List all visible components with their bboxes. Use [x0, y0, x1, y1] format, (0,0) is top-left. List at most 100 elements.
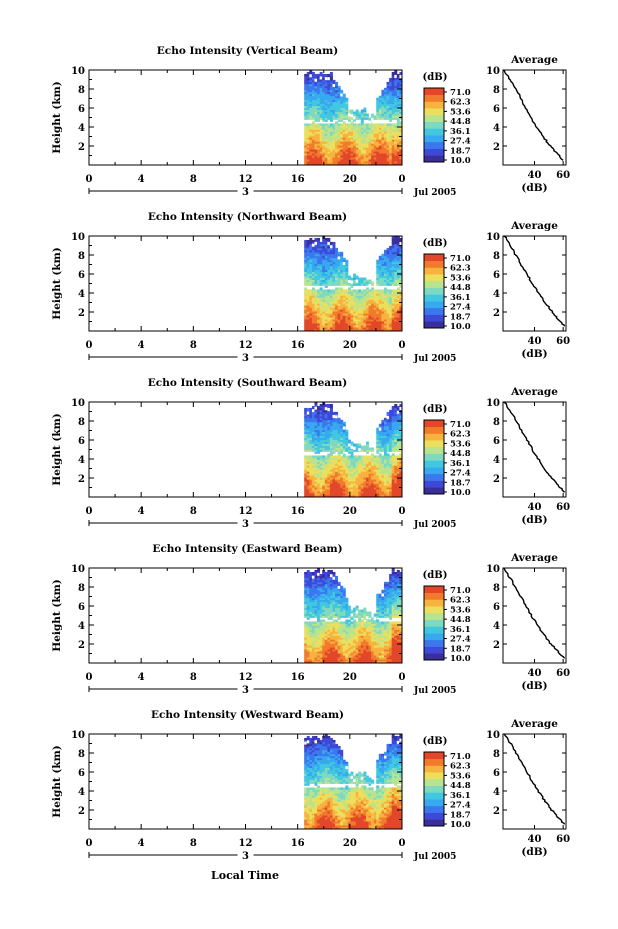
heatmap-cell: [399, 317, 403, 320]
heatmap-cell: [376, 149, 380, 152]
heatmap-cell: [329, 271, 333, 275]
heatmap-cell: [340, 459, 344, 462]
heatmap-cell: [306, 269, 310, 273]
heatmap-cell: [327, 103, 331, 107]
heatmap-cell: [355, 115, 359, 118]
heatmap-cell: [309, 599, 313, 603]
heatmap-cell: [309, 307, 313, 310]
heatmap-cell: [396, 483, 400, 486]
heatmap-cell: [394, 107, 398, 110]
heatmap-cell: [386, 131, 390, 134]
heatmap-cell: [306, 479, 310, 482]
heatmap-cell: [317, 247, 321, 251]
heatmap-cell: [386, 153, 390, 156]
heatmap-cell: [394, 315, 398, 318]
heatmap-cell: [360, 461, 364, 464]
heatmap-cell: [306, 661, 310, 664]
heatmap-cell: [332, 161, 336, 164]
heatmap-cell: [342, 159, 346, 162]
heatmap-cell: [389, 463, 393, 466]
heatmap-cell: [376, 97, 380, 101]
heatmap-cell: [309, 269, 313, 273]
heatmap-cell: [389, 297, 393, 300]
heatmap-cell: [373, 123, 377, 126]
heatmap-cell: [306, 271, 310, 275]
heatmap-cell: [317, 487, 321, 490]
heatmap-cell: [340, 315, 344, 318]
heatmap-cell: [306, 303, 310, 306]
heatmap-cell: [399, 321, 403, 324]
heatmap-cell: [389, 105, 393, 109]
heatmap-cell: [329, 275, 333, 278]
heatmap-cell: [378, 477, 382, 480]
heatmap-cell: [347, 297, 351, 300]
heatmap-cell: [350, 319, 354, 322]
heatmap-cell: [306, 657, 310, 660]
heatmap-cell: [396, 75, 400, 79]
heatmap-cell: [324, 413, 328, 417]
heatmap-cell: [350, 155, 354, 158]
heatmap-cell: [386, 453, 390, 456]
heatmap-cell: [386, 163, 390, 166]
heatmap-cell: [358, 489, 362, 492]
heatmap-cell: [319, 149, 323, 152]
heatmap-cell: [363, 145, 367, 148]
heatmap-cell: [365, 449, 369, 452]
heatmap-cell: [378, 133, 382, 136]
heatmap-cell: [337, 447, 341, 450]
heatmap-cell: [340, 119, 344, 122]
colorbar-label: 27.4: [450, 137, 471, 147]
heatmap-cell: [329, 441, 333, 444]
heatmap-cell: [394, 313, 398, 316]
heatmap-cell: [311, 431, 315, 435]
heatmap-cell: [381, 319, 385, 322]
heatmap-cell: [383, 477, 387, 480]
heatmap-cell: [376, 151, 380, 154]
heatmap-cell: [355, 127, 359, 130]
heatmap-cell: [383, 427, 387, 431]
heatmap-cell: [373, 309, 377, 312]
heatmap-cell: [386, 109, 390, 112]
heatmap-cell: [399, 101, 403, 105]
heatmap-cell: [314, 591, 318, 595]
heatmap-cell: [314, 481, 318, 484]
heatmap-cell: [368, 465, 372, 468]
heatmap-cell: [399, 265, 403, 269]
heatmap-cell: [386, 125, 390, 128]
heatmap-cell: [386, 281, 390, 284]
heatmap-cell: [386, 329, 390, 332]
heatmap-cell: [391, 259, 395, 263]
heatmap-cell: [309, 591, 313, 595]
heatmap-cell: [355, 137, 359, 140]
heatmap-cell: [360, 479, 364, 482]
heatmap-cell: [381, 321, 385, 324]
heatmap-cell: [317, 643, 321, 646]
heatmap-cell: [311, 247, 315, 251]
heatmap-cell: [309, 579, 313, 583]
heatmap-cell: [311, 657, 315, 660]
heatmap-cell: [332, 127, 336, 130]
heatmap-cell: [324, 139, 328, 142]
heatmap-cell: [335, 81, 339, 85]
heatmap-cell: [347, 137, 351, 140]
heatmap-cell: [353, 147, 357, 150]
heatmap-cell: [360, 311, 364, 314]
heatmap-cell: [391, 267, 395, 271]
heatmap-cell: [322, 265, 326, 269]
heatmap-cell: [340, 145, 344, 148]
heatmap-cell: [360, 481, 364, 484]
heatmap-cell: [327, 111, 331, 114]
heatmap-cell: [365, 451, 369, 454]
heatmap-cell: [386, 473, 390, 476]
heatmap-cell: [337, 487, 341, 490]
x-tick-label: 0: [86, 506, 93, 517]
heatmap-cell: [332, 451, 336, 454]
heatmap-cell: [396, 279, 400, 282]
heatmap-cell: [309, 299, 313, 302]
heatmap-cell: [342, 313, 346, 316]
heatmap-cell: [317, 495, 321, 498]
heatmap-cell: [394, 303, 398, 306]
heatmap-cell: [335, 315, 339, 318]
profile-x-tick-label: 40: [528, 170, 542, 181]
heatmap-cell: [319, 461, 323, 464]
